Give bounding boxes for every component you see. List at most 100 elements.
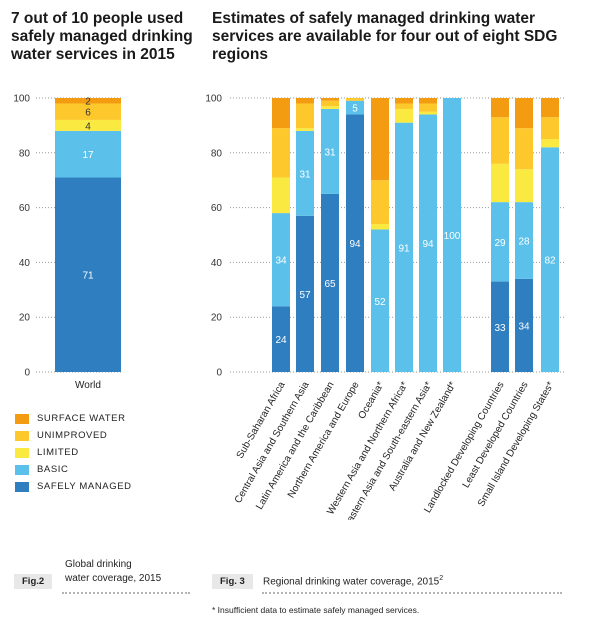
y-tick-label: 40 (19, 258, 31, 269)
bar-segment-limited (491, 163, 509, 203)
fig3-caption: Regional drinking water coverage, 20152 (263, 575, 443, 587)
bar-segment-unimproved (321, 100, 339, 107)
legend-label: SAFELY MANAGED (37, 481, 132, 492)
bar-segment-surface-water (371, 98, 389, 181)
legend-swatch (15, 464, 29, 475)
bar-segment-limited (371, 224, 389, 230)
bar-segment-limited (419, 111, 437, 115)
bar-segment-unimproved (346, 98, 364, 101)
bar-segment-basic (541, 147, 559, 372)
data-label: 33 (494, 323, 506, 334)
data-label: 34 (275, 256, 287, 267)
fig3-tag: Fig. 3 (212, 574, 253, 589)
coverage-charts: 0 20 40 60 80 100 71 17 4 62 World 0 20 40 60 80 100 24 34… (13, 94, 565, 520)
bar-segment-unimproved (371, 180, 389, 225)
bar-segment-safely-managed (491, 281, 509, 372)
bar-segment-safely-managed (515, 278, 533, 372)
data-label: 5 (352, 104, 358, 115)
legend-item-limited: LIMITED (15, 444, 132, 461)
right-chart-title: Estimates of safely managed drinking wat… (212, 10, 558, 63)
y-tick-label: 20 (211, 313, 223, 324)
legend-item-unimproved: UNIMPROVED (15, 427, 132, 444)
legend: SURFACE WATER UNIMPROVED LIMITED BASIC SAFEL… (15, 410, 132, 495)
bar-segment-unimproved (419, 103, 437, 112)
y-tick-label: 60 (19, 203, 31, 214)
legend-item-surface-water: SURFACE WATER (15, 410, 132, 427)
data-label: 52 (374, 297, 386, 308)
data-label: 71 (82, 271, 94, 282)
data-label: 28 (518, 236, 530, 247)
data-label: 34 (518, 321, 530, 332)
legend-label: LIMITED (37, 447, 79, 458)
bar-segment-surface-water (419, 98, 437, 104)
bar-segment-limited (272, 177, 290, 214)
data-label: 2 (85, 97, 91, 108)
bar-segment-basic (296, 130, 314, 216)
fig3-caption-text: Regional drinking water coverage, 2015 (263, 576, 440, 588)
data-label: 100 (444, 231, 461, 242)
fig2-divider (62, 592, 190, 594)
legend-item-safely-managed: SAFELY MANAGED (15, 478, 132, 495)
bar-segment-limited (395, 108, 413, 123)
y-tick-label: 0 (24, 368, 30, 379)
footnote: * Insufficient data to estimate safely m… (212, 605, 420, 615)
bar-segment-basic (346, 100, 364, 115)
bar-segment-basic (443, 98, 461, 372)
bar-segment-limited (541, 139, 559, 148)
bar-segment-limited (296, 128, 314, 131)
fig2-caption-line1: Global drinking (65, 559, 132, 570)
data-label: 29 (494, 238, 506, 249)
y-tick-label: 100 (205, 94, 222, 105)
bar-segment-basic (515, 202, 533, 279)
data-label: 6 (85, 108, 91, 119)
bar-segment-basic (272, 213, 290, 307)
bar-segment-limited (515, 169, 533, 203)
data-label: 82 (544, 256, 556, 267)
bar-segment-basic (491, 202, 509, 282)
bar-segment-surface-water (491, 98, 509, 118)
bar-segment-basic (395, 122, 413, 372)
y-tick-label: 100 (13, 94, 30, 105)
bar-segment-unimproved (272, 128, 290, 178)
data-label: 24 (275, 335, 287, 346)
bar-segment-basic (371, 229, 389, 372)
bar-segment-safely-managed (346, 114, 364, 372)
left-chart-title: 7 out of 10 people used safely managed d… (11, 10, 193, 63)
bar-segment-basic (321, 108, 339, 194)
data-label: 31 (299, 169, 311, 180)
bar-segment-surface-water (55, 98, 121, 104)
bar-segment-safely-managed (321, 193, 339, 372)
y-tick-label: 80 (19, 148, 31, 159)
bar-segment-unimproved (491, 117, 509, 164)
bar-segment-safely-managed (296, 215, 314, 372)
bar-segment-safely-managed (55, 177, 121, 372)
fig2-caption-line2: water coverage, 2015 (65, 573, 162, 584)
legend-swatch (15, 447, 29, 458)
y-tick-label: 0 (216, 368, 222, 379)
bar-segment-surface-water (541, 98, 559, 118)
y-tick-label: 80 (211, 148, 223, 159)
bar-segment-safely-managed (272, 306, 290, 372)
y-tick-label: 40 (211, 258, 223, 269)
bar-segment-surface-water (515, 98, 533, 129)
data-label: 57 (299, 290, 311, 301)
data-label: 4 (85, 121, 91, 132)
data-label: 94 (422, 239, 434, 250)
legend-swatch (15, 430, 29, 441)
fig3-caption-sup: 2 (439, 575, 444, 582)
legend-item-basic: BASIC (15, 461, 132, 478)
legend-label: UNIMPROVED (37, 430, 108, 441)
bar-segment-limited (321, 106, 339, 109)
y-tick-label: 60 (211, 203, 223, 214)
bar-segment-surface-water (296, 98, 314, 104)
bar-segment-unimproved (541, 117, 559, 140)
legend-swatch (15, 413, 29, 424)
data-label: 17 (82, 150, 94, 161)
data-label: 65 (324, 279, 336, 290)
data-label: 31 (324, 147, 336, 158)
bar-segment-unimproved (395, 103, 413, 109)
fig3-divider (262, 592, 562, 594)
category-label: World (75, 380, 101, 391)
fig2-tag: Fig.2 (14, 574, 53, 589)
legend-label: SURFACE WATER (37, 413, 126, 424)
